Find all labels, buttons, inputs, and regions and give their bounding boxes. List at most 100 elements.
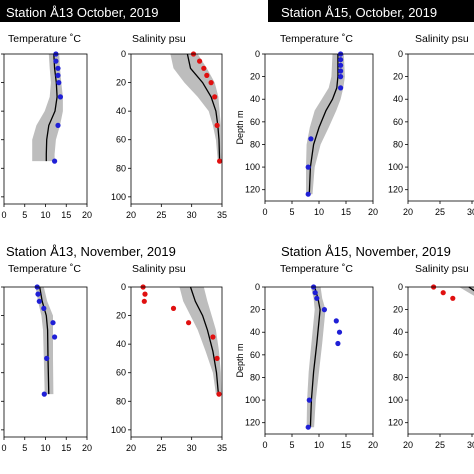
temperature-panel: Temperature ˚C02040608010005101520 <box>1 33 92 220</box>
x-tick-label: 15 <box>61 443 71 453</box>
y-tick-label: 80 <box>393 139 403 149</box>
x-tick-label: 25 <box>156 443 166 453</box>
axes-frame <box>407 286 474 435</box>
observation-point <box>141 298 147 304</box>
y-tick-label: 80 <box>116 163 126 173</box>
mean-profile-line <box>45 53 58 162</box>
observation-point <box>55 65 61 71</box>
observation-point <box>55 122 61 128</box>
x-tick-label: 20 <box>82 210 92 220</box>
x-tick-label: 25 <box>156 210 166 220</box>
observation-point <box>57 94 64 100</box>
observation-point <box>338 68 344 74</box>
x-tick-label: 20 <box>403 207 413 217</box>
x-tick-label: 30 <box>467 440 474 450</box>
salinity-panel: Salinity psu 0 20 40 60 80 100 120 20 25 30 <box>388 33 474 217</box>
x-tick-label: 5 <box>289 207 294 217</box>
observation-point <box>306 397 312 403</box>
panel-label: Salinity psu <box>415 33 469 45</box>
x-tick-label: 10 <box>314 207 324 217</box>
x-tick-label: 20 <box>403 440 413 450</box>
y-tick-label: 40 <box>250 327 260 337</box>
mean-profile-line <box>189 286 220 395</box>
x-tick-label: 0 <box>1 210 6 220</box>
x-tick-label: 30 <box>187 210 197 220</box>
panel-label: Temperature ˚C <box>8 263 81 275</box>
y-tick-label: 0 <box>255 282 260 292</box>
observation-point <box>440 290 446 296</box>
x-tick-label: 20 <box>368 207 378 217</box>
panel-label: Salinity psu <box>415 263 469 275</box>
x-tick-label: 0 <box>262 207 267 217</box>
observation-point <box>214 122 220 128</box>
y-tick-label: 100 <box>111 192 126 202</box>
title-bar <box>268 0 474 22</box>
variability-band <box>306 54 345 195</box>
observation-point <box>56 80 62 86</box>
observation-point <box>50 320 56 326</box>
y-tick-label: 20 <box>116 78 126 88</box>
y-tick-label: 120 <box>388 418 403 428</box>
x-tick-label: 15 <box>341 207 351 217</box>
panel-label: Temperature ˚C <box>8 33 81 45</box>
observation-point <box>336 329 343 335</box>
panel-label: Salinity psu <box>132 263 186 275</box>
y-tick-label: 100 <box>388 395 403 405</box>
observation-point <box>338 85 344 91</box>
y-tick-label: 40 <box>393 327 403 337</box>
x-tick-label: 20 <box>82 443 92 453</box>
y-tick-label: 0 <box>255 49 260 59</box>
y-tick-label: 80 <box>393 372 403 382</box>
temperature-panel: Temperature ˚C 0 20 40 60 80 100 120 0 5 10 15 20 Dep… <box>235 33 378 217</box>
observation-point <box>212 94 218 100</box>
station-block: Station Å15, November, 2019 Temperature ˚… <box>235 244 474 450</box>
y-tick-label: 60 <box>393 117 403 127</box>
y-tick-label: 60 <box>393 350 403 360</box>
y-tick-label: 20 <box>393 72 403 82</box>
observation-point <box>52 158 58 164</box>
observation-point <box>450 295 456 301</box>
y-tick-label: 80 <box>250 372 260 382</box>
salinity-panel: Salinity psu 0 20 40 60 80 100 120 20 25 30 <box>388 263 474 450</box>
panel-label: Temperature ˚C <box>280 263 353 275</box>
y-tick-label: 20 <box>393 305 403 315</box>
x-tick-label: 35 <box>217 210 227 220</box>
axes-frame <box>407 53 474 202</box>
mean-profile-line <box>186 53 221 162</box>
observation-point <box>186 320 192 326</box>
y-axis-label: Depth m <box>235 343 245 377</box>
y-tick-label: 0 <box>121 282 126 292</box>
variability-band <box>35 287 54 395</box>
x-tick-label: 10 <box>40 443 50 453</box>
observation-point <box>312 290 318 296</box>
observation-point <box>201 65 207 71</box>
observation-point <box>41 305 47 311</box>
x-tick-label: 30 <box>467 207 474 217</box>
observation-point <box>338 62 344 68</box>
variability-band <box>459 287 474 296</box>
mean-profile-line <box>308 54 339 195</box>
observation-point <box>314 295 320 301</box>
observation-point <box>55 72 61 78</box>
y-tick-label: 20 <box>116 311 126 321</box>
axes-frame <box>130 286 223 438</box>
title-bar <box>0 0 180 22</box>
mean-profile-line <box>468 286 474 292</box>
station-title: Station Å15, October, 2019 <box>281 5 437 20</box>
y-tick-label: 100 <box>388 162 403 172</box>
station-title: Station Å15, November, 2019 <box>281 244 451 259</box>
y-tick-label: 20 <box>250 72 260 82</box>
y-tick-label: 80 <box>250 139 260 149</box>
observation-point <box>338 74 344 80</box>
y-tick-label: 0 <box>398 49 403 59</box>
y-tick-label: 60 <box>116 135 126 145</box>
x-tick-label: 15 <box>61 210 71 220</box>
variability-band <box>170 54 222 162</box>
x-tick-label: 5 <box>22 443 27 453</box>
observation-point <box>197 58 203 64</box>
mean-profile-line <box>39 286 50 395</box>
observation-point <box>204 72 210 78</box>
